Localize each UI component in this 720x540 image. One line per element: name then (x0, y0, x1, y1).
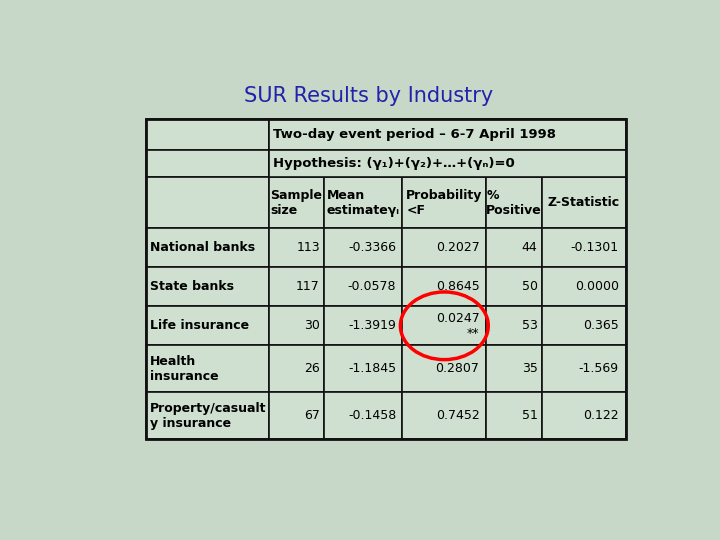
Text: 30: 30 (304, 319, 320, 332)
Bar (269, 150, 324, 178)
Bar (542, 178, 626, 228)
Text: 0.7452: 0.7452 (436, 409, 480, 422)
Bar (145, 345, 269, 392)
Bar (269, 150, 626, 178)
Text: Mean
estimateγᵢ: Mean estimateγᵢ (327, 189, 400, 217)
Bar (145, 150, 269, 178)
Text: Property/casualt
y insurance: Property/casualt y insurance (150, 402, 267, 430)
Text: Hypothesis: (γ₁)+(γ₂)+…+(γₙ)=0: Hypothesis: (γ₁)+(γ₂)+…+(γₙ)=0 (273, 157, 515, 170)
Text: -0.1458: -0.1458 (348, 409, 396, 422)
Text: -0.0578: -0.0578 (348, 280, 396, 293)
Text: SUR Results by Industry: SUR Results by Industry (244, 85, 494, 106)
Bar (486, 345, 542, 392)
Text: Life insurance: Life insurance (150, 319, 249, 332)
Text: 51: 51 (522, 409, 538, 422)
Bar (324, 178, 402, 228)
Bar (145, 178, 269, 228)
Text: Two-day event period – 6-7 April 1998: Two-day event period – 6-7 April 1998 (273, 128, 556, 141)
Bar (145, 228, 269, 267)
Text: State banks: State banks (150, 280, 234, 293)
Bar (486, 178, 542, 228)
Text: 0.0000: 0.0000 (575, 280, 619, 293)
Text: 53: 53 (522, 319, 538, 332)
Text: 117: 117 (296, 280, 320, 293)
Bar (402, 150, 486, 178)
Bar (269, 119, 626, 150)
Bar (542, 228, 626, 267)
Bar (324, 150, 402, 178)
Bar (542, 150, 626, 178)
Text: 0.365: 0.365 (583, 319, 619, 332)
Bar (486, 150, 542, 178)
Bar (324, 345, 402, 392)
Text: %
Positive: % Positive (486, 189, 542, 217)
Bar (542, 119, 626, 150)
Text: 0.2807: 0.2807 (436, 362, 480, 375)
Text: 0.2027: 0.2027 (436, 241, 480, 254)
Text: -1.569: -1.569 (579, 362, 619, 375)
Bar (486, 306, 542, 345)
Text: 67: 67 (304, 409, 320, 422)
Text: -0.1301: -0.1301 (571, 241, 619, 254)
Text: -1.3919: -1.3919 (348, 319, 396, 332)
Bar (269, 178, 324, 228)
Text: 0.122: 0.122 (583, 409, 619, 422)
Text: 50: 50 (521, 280, 538, 293)
Bar (542, 345, 626, 392)
Bar (145, 267, 269, 306)
Text: Sample
size: Sample size (271, 189, 323, 217)
Bar (324, 119, 402, 150)
Bar (324, 228, 402, 267)
Text: Probability
<F: Probability <F (406, 189, 482, 217)
Text: Z-Statistic: Z-Statistic (548, 197, 620, 210)
Bar (402, 228, 486, 267)
Text: -0.3366: -0.3366 (348, 241, 396, 254)
Bar (324, 392, 402, 439)
Text: Health
insurance: Health insurance (150, 355, 219, 383)
Bar (542, 306, 626, 345)
Bar (486, 392, 542, 439)
Bar (145, 119, 269, 150)
Text: 35: 35 (522, 362, 538, 375)
Bar (269, 267, 324, 306)
Bar (269, 119, 324, 150)
Bar (542, 392, 626, 439)
Text: 0.0247
**: 0.0247 ** (436, 312, 480, 340)
Bar (486, 228, 542, 267)
Text: 44: 44 (522, 241, 538, 254)
Bar (542, 267, 626, 306)
Bar (402, 119, 486, 150)
Bar (486, 267, 542, 306)
Bar (269, 345, 324, 392)
Bar (402, 345, 486, 392)
Bar (145, 306, 269, 345)
Bar (269, 306, 324, 345)
Bar (269, 228, 324, 267)
Text: 113: 113 (296, 241, 320, 254)
Bar (402, 178, 486, 228)
Bar (402, 267, 486, 306)
Bar (145, 392, 269, 439)
Text: -1.1845: -1.1845 (348, 362, 396, 375)
Text: 0.8645: 0.8645 (436, 280, 480, 293)
Bar (145, 119, 626, 439)
Bar (269, 392, 324, 439)
Bar (324, 267, 402, 306)
Text: National banks: National banks (150, 241, 256, 254)
Bar (402, 392, 486, 439)
Bar (486, 119, 542, 150)
Bar (324, 306, 402, 345)
Bar (402, 306, 486, 345)
Text: 26: 26 (304, 362, 320, 375)
